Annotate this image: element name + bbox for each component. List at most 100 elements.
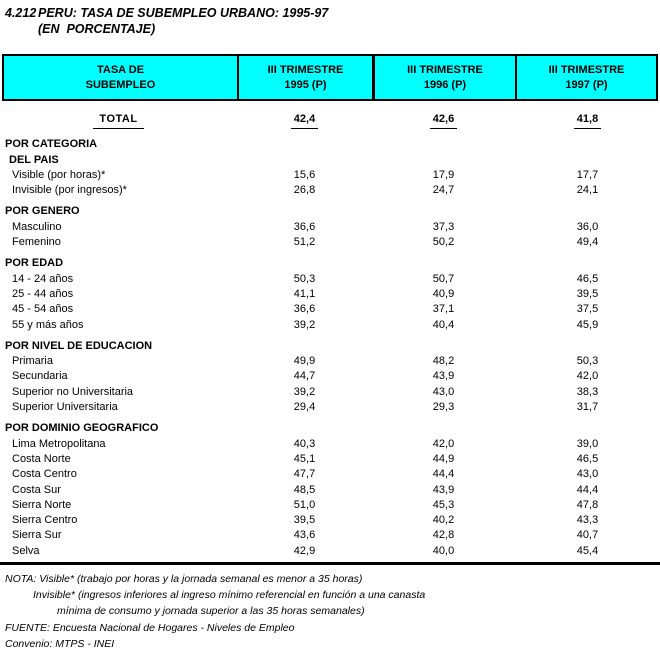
cell-value: 48,5: [293, 483, 316, 496]
note-line: mínima de consumo y jornada superior a l…: [57, 605, 365, 618]
row-label: Costa Centro: [12, 468, 77, 481]
row-label: 25 - 44 años: [12, 287, 74, 300]
table-row: Sierra Sur 43,6 42,8 40,7: [0, 528, 660, 543]
row-label: 14 - 24 años: [12, 272, 74, 285]
table-row: Sierra Centro 39,5 40,2 43,3: [0, 513, 660, 528]
section-heading: DEL PAIS: [9, 153, 59, 166]
table-row: Costa Sur 48,5 43,9 44,4: [0, 483, 660, 498]
cell-value: 17,7: [576, 168, 599, 181]
row-label: Masculino: [12, 220, 62, 233]
total-label: TOTAL: [93, 112, 144, 130]
cell-value: 43,0: [576, 468, 599, 481]
cell-value: 37,5: [576, 303, 599, 316]
cell-value: 51,2: [293, 236, 316, 249]
table-header: TASA DE SUBEMPLEO III TRIMESTRE 1995 (P)…: [2, 54, 658, 101]
section-heading: POR CATEGORIA: [5, 138, 98, 151]
row-label: Invisible (por ingresos)*: [12, 184, 127, 197]
cell-value: 24,7: [432, 184, 455, 197]
table-row: Masculino 36,6 37,3 36,0: [0, 220, 660, 235]
cell-value: 37,3: [432, 220, 455, 233]
cell-value: 39,5: [293, 514, 316, 527]
header-cell-trimestre-1995: III TRIMESTRE 1995 (P): [237, 56, 372, 99]
source-line: FUENTE: Encuesta Nacional de Hogares - N…: [5, 621, 295, 634]
cell-value: 45,3: [432, 498, 455, 511]
cell-value: 46,5: [576, 272, 599, 285]
table-row: Costa Norte 45,1 44,9 46,5: [0, 452, 660, 467]
title-text: PERU: TASA DE SUBEMPLEO URBANO: 1995-97: [38, 6, 329, 20]
cell-value: 44,4: [576, 483, 599, 496]
table-row: 55 y más años 39,2 40,4 45,9: [0, 318, 660, 333]
cell-value: 37,1: [432, 303, 455, 316]
cell-value: 47,7: [293, 468, 316, 481]
note-line: NOTA: Visible* (trabajo por horas y la j…: [5, 573, 363, 586]
cell-value: 39,2: [293, 318, 316, 331]
total-value-1997: 41,8: [573, 112, 602, 130]
row-label: Sierra Centro: [12, 514, 78, 527]
cell-value: 44,4: [432, 468, 455, 481]
cell-value: 36,0: [576, 220, 599, 233]
row-label: 45 - 54 años: [12, 303, 74, 316]
table-row: Lima Metropolitana 40,3 42,0 39,0: [0, 437, 660, 452]
cell-value: 50,3: [293, 272, 316, 285]
cell-value: 29,4: [293, 401, 316, 414]
cell-value: 46,5: [576, 452, 599, 465]
table-body: POR CATEGORIA DEL PAIS Visible (por horas)…: [0, 137, 660, 559]
row-label: Lima Metropolitana: [12, 437, 106, 450]
cell-value: 39,0: [576, 437, 599, 450]
cell-value: 39,2: [293, 385, 316, 398]
row-label: Secundaria: [12, 370, 68, 383]
header-cell-trimestre-1997: III TRIMESTRE 1997 (P): [515, 56, 656, 99]
page-title: 4.212 PERU: TASA DE SUBEMPLEO URBANO: 19…: [5, 5, 660, 37]
cell-value: 40,4: [432, 318, 455, 331]
cell-value: 40,7: [576, 529, 599, 542]
cell-value: 49,9: [293, 355, 316, 368]
table-row: Sierra Norte 51,0 45,3 47,8: [0, 498, 660, 513]
cell-value: 26,8: [293, 184, 316, 197]
table-bottom-rule: [0, 562, 660, 566]
row-label: Superior no Universitaria: [12, 385, 134, 398]
table-row: Primaria 49,9 48,2 50,3: [0, 354, 660, 369]
table-row: Secundaria 44,7 43,9 42,0: [0, 369, 660, 384]
cell-value: 45,9: [576, 318, 599, 331]
table-row: Selva 42,9 40,0 45,4: [0, 544, 660, 559]
table-row: 45 - 54 años 36,6 37,1 37,5: [0, 302, 660, 317]
header-cell-trimestre-1996: III TRIMESTRE 1996 (P): [372, 56, 515, 99]
agreement-line: Convenio: MTPS - INEI: [5, 637, 115, 650]
total-value-1995: 42,4: [290, 112, 319, 130]
row-label: Visible (por horas)*: [12, 168, 106, 181]
title-subtitle: (EN PORCENTAJE): [38, 22, 156, 36]
row-label: Sierra Sur: [12, 529, 62, 542]
table-row: 14 - 24 años 50,3 50,7 46,5: [0, 272, 660, 287]
cell-value: 42,0: [432, 437, 455, 450]
table-row: 25 - 44 años 41,1 40,9 39,5: [0, 287, 660, 302]
row-label: Primaria: [12, 355, 53, 368]
table-row: Invisible (por ingresos)* 26,8 24,7 24,1: [0, 183, 660, 198]
cell-value: 49,4: [576, 236, 599, 249]
section-heading: POR EDAD: [5, 257, 64, 270]
row-label: Costa Norte: [12, 452, 71, 465]
cell-value: 51,0: [293, 498, 316, 511]
cell-value: 40,2: [432, 514, 455, 527]
cell-value: 36,6: [293, 303, 316, 316]
row-label: Selva: [12, 544, 40, 557]
cell-value: 40,9: [432, 287, 455, 300]
cell-value: 48,2: [432, 355, 455, 368]
cell-value: 43,9: [432, 483, 455, 496]
cell-value: 31,7: [576, 401, 599, 414]
cell-value: 24,1: [576, 184, 599, 197]
cell-value: 41,1: [293, 287, 316, 300]
cell-value: 43,6: [293, 529, 316, 542]
cell-value: 50,2: [432, 236, 455, 249]
row-label: 55 y más años: [12, 318, 84, 331]
footer-notes: NOTA: Visible* (trabajo por horas y la j…: [5, 571, 660, 652]
header-cell-tasa-de-subempleo: TASA DE SUBEMPLEO: [85, 64, 156, 91]
row-label: Sierra Norte: [12, 498, 72, 511]
cell-value: 50,3: [576, 355, 599, 368]
row-label: Femenino: [12, 236, 61, 249]
row-label: Costa Sur: [12, 483, 61, 496]
section-heading: POR DOMINIO GEOGRAFICO: [5, 422, 159, 435]
cell-value: 36,6: [293, 220, 316, 233]
cell-value: 43,3: [576, 514, 599, 527]
cell-value: 42,9: [293, 544, 316, 557]
cell-value: 39,5: [576, 287, 599, 300]
